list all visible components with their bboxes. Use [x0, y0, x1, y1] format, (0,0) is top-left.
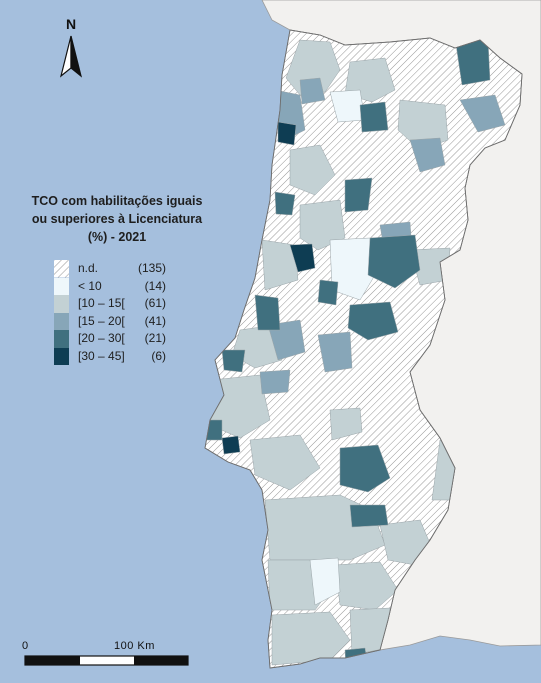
municipality-10-15	[329, 407, 363, 441]
legend-count: (14)	[144, 278, 166, 293]
municipality-20-30	[344, 177, 373, 213]
municipality-10-15	[271, 611, 351, 666]
legend-label: < 10	[78, 278, 102, 293]
municipality-20-30	[349, 504, 389, 528]
legend-count: (61)	[144, 296, 166, 310]
municipality-20-30	[339, 444, 391, 493]
legend-count: (6)	[151, 348, 166, 363]
legend-swatch-15-20	[54, 312, 69, 330]
municipality-20-30	[221, 349, 246, 373]
legend-count: (41)	[144, 313, 166, 328]
municipality-20-30	[254, 294, 281, 331]
legend-label: [10 – 15[	[78, 296, 125, 310]
north-arrow-icon	[59, 35, 83, 78]
legend-row-nd: n.d. (135)	[54, 260, 174, 278]
legend-title-line-2: ou superiores à Licenciatura	[31, 212, 203, 226]
scale-bar: 0 100 Km	[22, 640, 192, 670]
scale-start-label: 0	[22, 640, 29, 652]
municipality-15-20	[259, 369, 291, 395]
legend-swatch-nd	[54, 260, 69, 278]
municipality-30-45	[221, 435, 241, 455]
municipality-15-20	[299, 77, 326, 105]
legend-swatch-20-30	[54, 330, 69, 348]
scale-bar-graphic	[24, 655, 189, 666]
municipality-15-20	[317, 331, 353, 373]
legend-row-under-10: < 10 (14)	[54, 277, 174, 295]
north-arrow-letter: N	[66, 16, 77, 32]
legend-title-line-3: (%) - 2021	[87, 230, 147, 244]
legend-swatch-30-45	[54, 347, 69, 365]
legend-row-30-45: [30 – 45] (6)	[54, 347, 174, 365]
legend-label: n.d.	[78, 261, 99, 275]
legend-title: TCO com habilitações iguais ou superiore…	[22, 192, 212, 246]
municipality-20-30	[367, 234, 421, 289]
municipality-15-20	[409, 137, 446, 173]
legend-swatch-10-15	[54, 295, 69, 313]
legend-swatch-under-10	[54, 277, 69, 295]
municipality-15-20	[459, 94, 506, 133]
municipality-under-10	[309, 557, 341, 606]
municipality-20-30	[359, 101, 389, 133]
municipality-10-15	[249, 434, 321, 491]
municipality-10-15	[289, 144, 336, 196]
municipality-10-15	[261, 239, 299, 291]
legend-label: [30 – 45]	[78, 348, 125, 363]
municipality-10-15	[285, 39, 341, 96]
legend-count: (21)	[144, 331, 166, 345]
municipality-30-45	[289, 243, 316, 273]
municipality-20-30	[274, 191, 296, 216]
legend-row-10-15: [10 – 15[ (61)	[54, 295, 174, 313]
legend-title-line-1: TCO com habilitações iguais	[31, 194, 203, 208]
legend-label: [15 – 20[	[78, 313, 125, 328]
scale-end-label: 100 Km	[114, 640, 155, 652]
legend-row-20-30: [20 – 30[ (21)	[54, 330, 174, 348]
municipality-10-15	[334, 561, 399, 611]
municipality-20-30	[317, 279, 339, 306]
legend-label: [20 – 30[	[78, 331, 125, 345]
municipality-20-30	[347, 301, 399, 341]
legend-row-15-20: [15 – 20[ (41)	[54, 312, 174, 330]
municipality-30-45	[277, 121, 297, 146]
legend: n.d. (135) < 10 (14) [10 – 15[ (61) [15 …	[54, 260, 174, 365]
legend-count: (135)	[137, 261, 166, 275]
